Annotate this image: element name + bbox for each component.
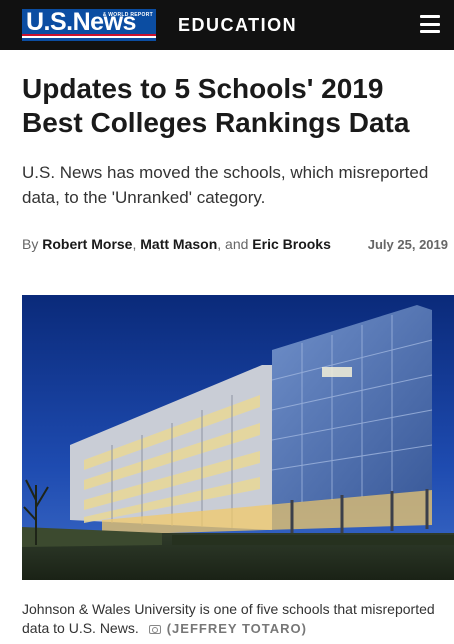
byline-separator: , and xyxy=(217,236,249,252)
author-link[interactable]: Eric Brooks xyxy=(252,236,331,252)
author-link[interactable]: Robert Morse xyxy=(42,236,133,252)
section-label[interactable]: EDUCATION xyxy=(178,14,298,35)
building-photo-illustration xyxy=(22,295,454,580)
article-photo xyxy=(22,295,454,580)
logo-subtext: & WORLD REPORT xyxy=(102,12,153,18)
usnews-logo[interactable]: U.S.News & WORLD REPORT xyxy=(22,9,156,41)
byline: By Robert Morse, Matt Mason, and Eric Br… xyxy=(22,236,454,252)
byline-separator: , xyxy=(132,236,137,252)
photo-credit: (JEFFREY TOTARO) xyxy=(166,621,307,636)
logo-text: U.S.News xyxy=(26,7,136,36)
byline-prefix: By xyxy=(22,236,39,252)
photo-caption: Johnson & Wales University is one of fiv… xyxy=(22,600,454,638)
caption-text: Johnson & Wales University is one of fiv… xyxy=(22,601,435,636)
article-dek: U.S. News has moved the schools, which m… xyxy=(22,163,429,207)
article-headline: Updates to 5 Schools' 2019 Best Colleges… xyxy=(22,73,410,138)
logo-stripes xyxy=(22,34,156,38)
top-navigation-bar: U.S.News & WORLD REPORT EDUCATION xyxy=(0,0,454,50)
hamburger-menu-icon[interactable] xyxy=(420,15,440,33)
publish-date: July 25, 2019 xyxy=(367,237,448,252)
camera-icon xyxy=(148,624,161,634)
author-link[interactable]: Matt Mason xyxy=(140,236,218,252)
